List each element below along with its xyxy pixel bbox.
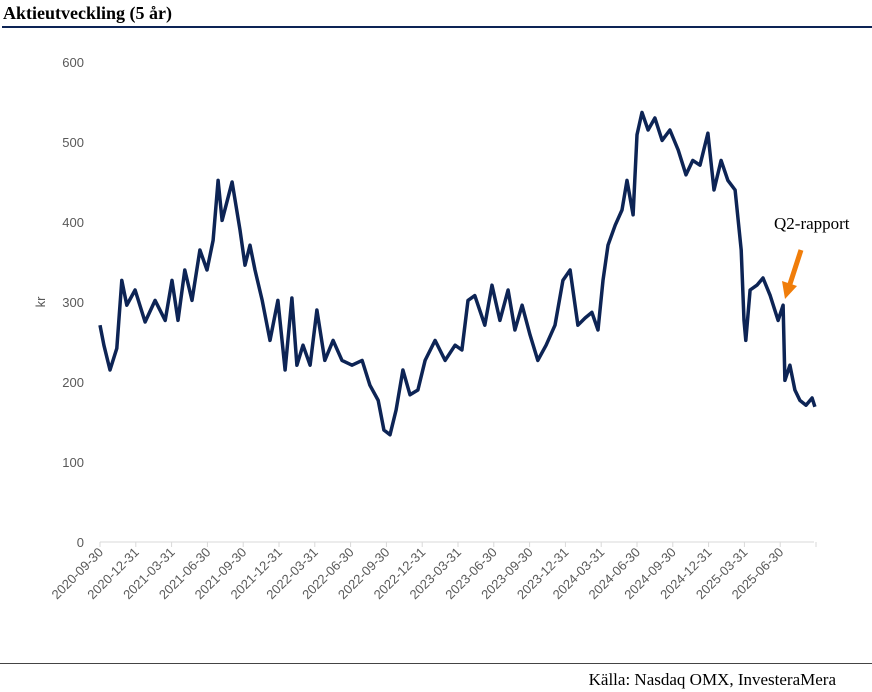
y-tick-label: 500 bbox=[62, 135, 84, 150]
y-axis-label: kr bbox=[33, 296, 48, 308]
title-divider bbox=[2, 26, 872, 28]
y-tick-label: 400 bbox=[62, 215, 84, 230]
annotation-arrow bbox=[782, 249, 804, 299]
chart-title: Aktieutveckling (5 år) bbox=[3, 3, 172, 23]
y-tick-label: 0 bbox=[77, 535, 84, 550]
y-tick-label: 600 bbox=[62, 55, 84, 70]
y-tick-label: 200 bbox=[62, 375, 84, 390]
y-tick-label: 300 bbox=[62, 295, 84, 310]
y-tick-label: 100 bbox=[62, 455, 84, 470]
annotation-label: Q2-rapport bbox=[774, 214, 850, 233]
footer-divider bbox=[0, 663, 872, 664]
source-note: Källa: Nasdaq OMX, InvesteraMera bbox=[588, 670, 836, 689]
price-series-line bbox=[98, 110, 817, 437]
